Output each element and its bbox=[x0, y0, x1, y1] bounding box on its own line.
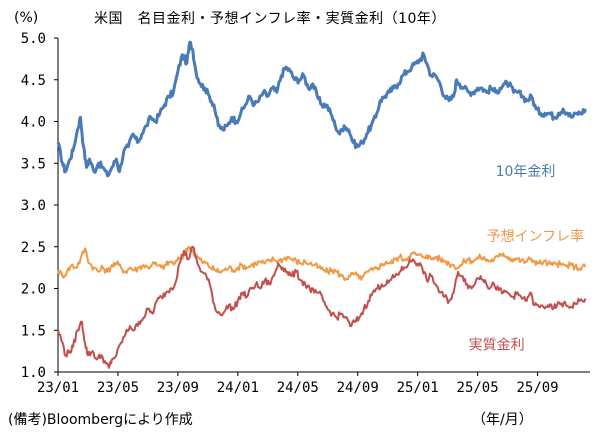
x-tick-label: 23/01 bbox=[37, 380, 79, 396]
chart-title: 米国 名目金利・予想インフレ率・実質金利（10年） bbox=[94, 11, 446, 27]
series-line-1 bbox=[57, 245, 587, 281]
y-tick-label: 4.5 bbox=[21, 73, 46, 89]
y-tick-label: 3.0 bbox=[21, 198, 46, 214]
y-tick-label: 4.0 bbox=[21, 115, 46, 131]
x-tick-label: 25/05 bbox=[457, 380, 499, 396]
x-tick-label: 24/05 bbox=[277, 380, 319, 396]
source-note: (備考)Bloombergにより作成 bbox=[8, 412, 193, 428]
series-line-2 bbox=[57, 245, 587, 369]
y-tick-label: 2.5 bbox=[21, 240, 46, 256]
x-axis-unit: （年/月） bbox=[472, 412, 533, 428]
x-tick-label: 23/05 bbox=[97, 380, 139, 396]
x-tick-label: 25/01 bbox=[397, 380, 439, 396]
series-line-0 bbox=[56, 40, 587, 178]
y-tick-label: 3.5 bbox=[21, 156, 46, 172]
y-tick-label: 5.0 bbox=[21, 31, 46, 47]
y-tick-label: 1.5 bbox=[21, 323, 46, 339]
x-tick-label: 25/09 bbox=[516, 380, 558, 396]
y-tick-label: 1.0 bbox=[21, 365, 46, 381]
x-tick-label: 23/09 bbox=[157, 380, 199, 396]
series-layer bbox=[56, 40, 587, 369]
series-label-0: 10年金利 bbox=[496, 164, 556, 180]
axes: 1.0 1.5 2.0 2.5 3.0 3.5 4.0 4.5 5.0 23/01 23/05 23/… bbox=[21, 31, 590, 396]
series-label-1: 予想インフレ率 bbox=[487, 228, 585, 245]
series-label-2: 実質金利 bbox=[469, 337, 525, 353]
x-tick-label: 24/01 bbox=[217, 380, 259, 396]
y-axis-unit: (%) bbox=[14, 10, 39, 26]
y-tick-label: 2.0 bbox=[21, 282, 46, 298]
x-tick-label: 24/09 bbox=[337, 380, 379, 396]
